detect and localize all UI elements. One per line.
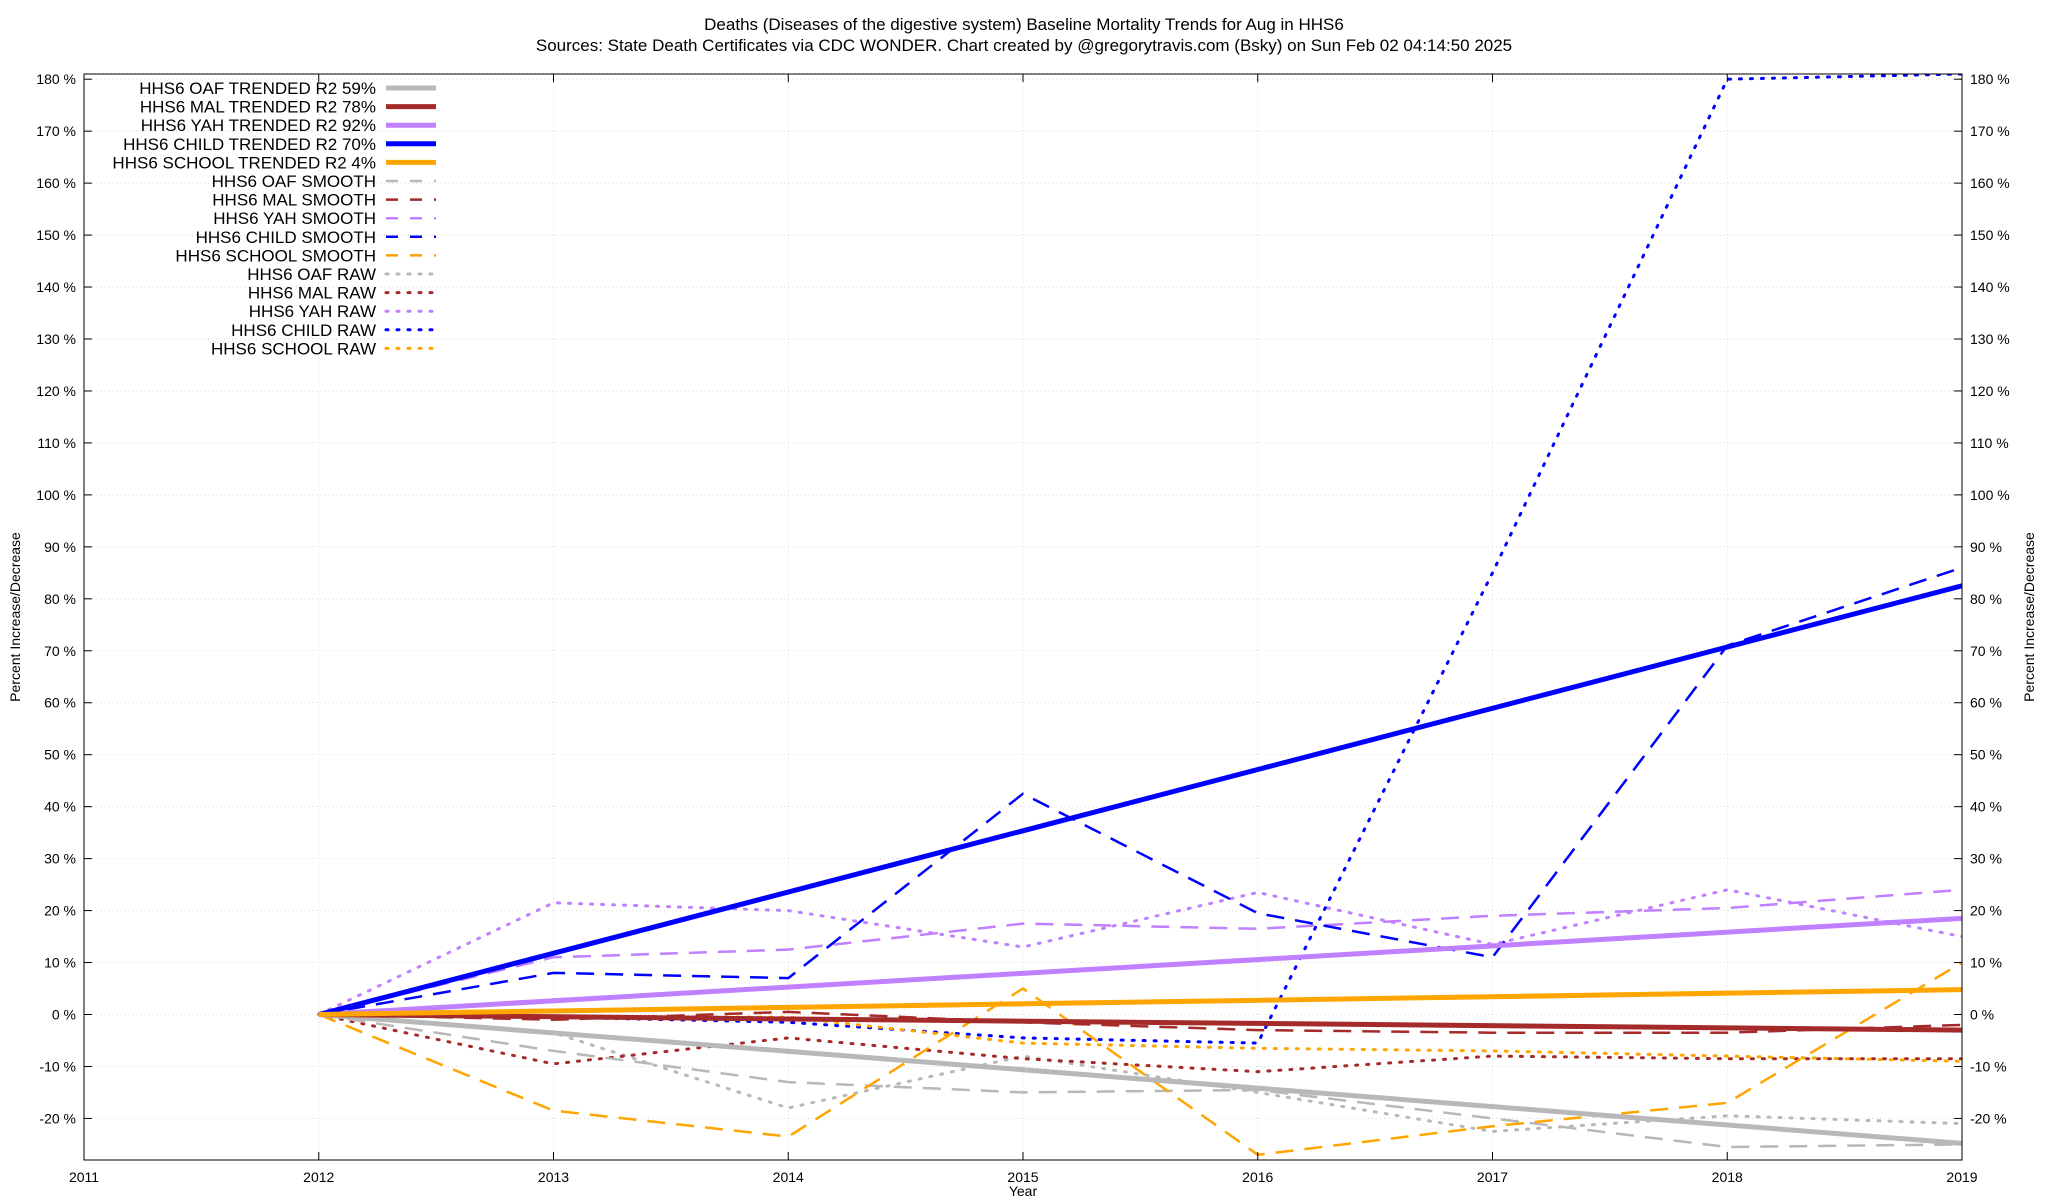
y-tick-label-left: -10 %	[39, 1058, 76, 1074]
series-line	[318, 961, 1962, 1157]
y-tick-label-right: 150 %	[1970, 227, 2010, 243]
y-tick-label-left: 30 %	[44, 851, 76, 867]
legend-entry-label: HHS6 CHILD RAW	[231, 321, 376, 340]
series-line	[318, 987, 1962, 1017]
series-line	[318, 1013, 1962, 1149]
chart-subtitle: Sources: State Death Certificates via CD…	[536, 36, 1512, 55]
series-line	[318, 915, 1962, 1017]
axis-ticks: -20 % -20 % -10 % -10 % 0 % 0 % 10 % 10 % 20 % 20…	[36, 71, 2009, 1185]
series-line	[317, 1013, 1962, 1074]
series-line	[318, 1012, 1962, 1146]
y-tick-label-left: -20 %	[39, 1110, 76, 1126]
y-tick-label-left: 80 %	[44, 591, 76, 607]
y-tick-label-left: 50 %	[44, 747, 76, 763]
legend-entry-label: HHS6 YAH RAW	[249, 302, 376, 321]
y-tick-label-right: 10 %	[1970, 955, 2002, 971]
series-line	[318, 1012, 1962, 1033]
y-tick-label-left: 40 %	[44, 799, 76, 815]
y-tick-label-left: 150 %	[36, 227, 76, 243]
legend-entry-label: HHS6 YAH SMOOTH	[213, 209, 376, 228]
x-tick-label: 2019	[1946, 1169, 1977, 1185]
y-tick-label-left: 20 %	[44, 903, 76, 919]
x-tick-label: 2015	[1007, 1169, 1038, 1185]
series-line	[318, 888, 1962, 1016]
y-tick-label-right: 0 %	[1970, 1007, 1994, 1023]
y-tick-label-right: 140 %	[1970, 279, 2010, 295]
y-tick-label-left: 160 %	[36, 175, 76, 191]
y-tick-label-left: 140 %	[36, 279, 76, 295]
legend-entry-label: HHS6 CHILD TRENDED R2 70%	[123, 135, 376, 154]
series-line	[318, 583, 1962, 1017]
y-tick-label-right: 160 %	[1970, 175, 2010, 191]
legend-entry-label: HHS6 MAL SMOOTH	[212, 191, 376, 210]
legend-entry-label: HHS6 MAL RAW	[248, 284, 376, 303]
legend-entry-label: HHS6 OAF RAW	[247, 265, 376, 284]
y-tick-label-right: -10 %	[1970, 1058, 2007, 1074]
x-axis-label: Year	[1009, 1183, 1038, 1199]
y-tick-label-right: 80 %	[1970, 591, 2002, 607]
series-line	[318, 566, 1962, 1016]
legend-entry-label: HHS6 YAH TRENDED R2 92%	[141, 116, 376, 135]
y-tick-label-left: 10 %	[44, 955, 76, 971]
series-line	[317, 1013, 1962, 1133]
x-tick-label: 2013	[538, 1169, 569, 1185]
y-tick-label-right: 110 %	[1970, 435, 2009, 451]
y-tick-label-right: 130 %	[1970, 331, 2010, 347]
y-tick-label-left: 100 %	[36, 487, 76, 503]
y-tick-label-right: 180 %	[1970, 71, 2010, 87]
y-tick-label-right: 40 %	[1970, 799, 2002, 815]
x-tick-label: 2016	[1242, 1169, 1273, 1185]
legend-entry-label: HHS6 SCHOOL RAW	[211, 339, 376, 358]
y-tick-label-left: 170 %	[36, 123, 76, 139]
y-tick-label-left: 180 %	[36, 71, 76, 87]
y-tick-label-right: 30 %	[1970, 851, 2002, 867]
legend-entry-label: HHS6 OAF TRENDED R2 59%	[139, 79, 376, 98]
y-tick-label-left: 0 %	[52, 1007, 76, 1023]
y-tick-label-right: 60 %	[1970, 695, 2002, 711]
legend: HHS6 OAF TRENDED R2 59%HHS6 MAL TRENDED …	[112, 79, 438, 358]
y-tick-label-right: 20 %	[1970, 903, 2002, 919]
x-tick-label: 2014	[773, 1169, 804, 1185]
y-axis-label-left: Percent Increase/Decrease	[7, 532, 23, 702]
y-tick-label-left: 60 %	[44, 695, 76, 711]
y-tick-label-left: 70 %	[44, 643, 76, 659]
legend-entry-label: HHS6 SCHOOL SMOOTH	[175, 246, 376, 265]
legend-entry-label: HHS6 OAF SMOOTH	[212, 172, 376, 191]
legend-entry-label: HHS6 SCHOOL TRENDED R2 4%	[112, 153, 376, 172]
y-tick-label-left: 90 %	[44, 539, 76, 555]
y-axis-label-right: Percent Increase/Decrease	[2021, 532, 2037, 702]
y-tick-label-right: 170 %	[1970, 123, 2010, 139]
y-tick-label-right: 70 %	[1970, 643, 2002, 659]
y-tick-label-right: 90 %	[1970, 539, 2002, 555]
series-lines	[317, 74, 1962, 1157]
y-tick-label-right: 50 %	[1970, 747, 2002, 763]
y-tick-label-left: 110 %	[37, 435, 76, 451]
x-tick-label: 2018	[1712, 1169, 1743, 1185]
y-tick-label-right: 120 %	[1970, 383, 2010, 399]
x-tick-label: 2012	[303, 1169, 334, 1185]
grid	[83, 74, 1963, 1160]
series-line	[317, 888, 1962, 1016]
chart-title: Deaths (Diseases of the digestive system…	[704, 15, 1344, 34]
x-tick-label: 2017	[1477, 1169, 1508, 1185]
y-tick-label-left: 130 %	[36, 331, 76, 347]
y-tick-label-right: 100 %	[1970, 487, 2010, 503]
legend-entry-label: HHS6 MAL TRENDED R2 78%	[140, 98, 376, 117]
series-line	[317, 74, 1962, 1045]
legend-entry-label: HHS6 CHILD SMOOTH	[196, 228, 376, 247]
x-tick-label: 2011	[69, 1169, 99, 1185]
y-tick-label-left: 120 %	[36, 383, 76, 399]
y-tick-label-right: -20 %	[1970, 1110, 2007, 1126]
